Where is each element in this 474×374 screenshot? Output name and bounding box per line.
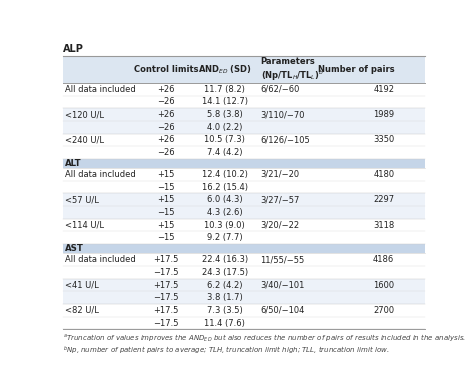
Text: −15: −15: [157, 208, 175, 217]
Text: Parameters
(Np/TL$_H$/TL$_L$)$^b$: Parameters (Np/TL$_H$/TL$_L$)$^b$: [261, 56, 323, 83]
Bar: [63, 206, 425, 219]
Text: 3/21/−20: 3/21/−20: [261, 170, 300, 179]
Text: 4192: 4192: [374, 85, 394, 94]
Text: −26: −26: [157, 123, 175, 132]
Text: <57 U/L: <57 U/L: [65, 195, 99, 204]
Text: <240 U/L: <240 U/L: [65, 135, 104, 144]
Bar: [63, 121, 425, 134]
Text: +17.5: +17.5: [154, 255, 179, 264]
Text: 7.4 (4.2): 7.4 (4.2): [207, 148, 243, 157]
Bar: [63, 134, 425, 146]
Text: 6/62/−60: 6/62/−60: [261, 85, 300, 94]
Text: 3/40/−101: 3/40/−101: [261, 280, 305, 289]
Text: −17.5: −17.5: [153, 268, 179, 277]
Text: 4.3 (2.6): 4.3 (2.6): [207, 208, 243, 217]
Bar: [63, 159, 425, 168]
Bar: [63, 219, 425, 232]
Bar: [63, 56, 425, 83]
Text: $^a$Truncation of values improves the AND$_{ED}$ but also reduces the number of : $^a$Truncation of values improves the AN…: [63, 333, 466, 344]
Text: 6/126/−105: 6/126/−105: [261, 135, 310, 144]
Text: 1989: 1989: [373, 110, 394, 119]
Text: <120 U/L: <120 U/L: [65, 110, 104, 119]
Text: 24.3 (17.5): 24.3 (17.5): [202, 268, 248, 277]
Text: All data included: All data included: [65, 255, 136, 264]
Text: AND$_{ED}$ (SD): AND$_{ED}$ (SD): [198, 64, 252, 76]
Bar: [63, 253, 425, 266]
Text: Number of pairs: Number of pairs: [318, 65, 394, 74]
Text: −17.5: −17.5: [153, 293, 179, 302]
Text: 2700: 2700: [373, 306, 394, 315]
Text: 5.8 (3.8): 5.8 (3.8): [207, 110, 243, 119]
Text: +26: +26: [157, 85, 175, 94]
Bar: [63, 279, 425, 291]
Text: All data included: All data included: [65, 170, 136, 179]
Text: +26: +26: [157, 135, 175, 144]
Text: −15: −15: [157, 183, 175, 191]
Bar: [63, 168, 425, 181]
Bar: [63, 232, 425, 244]
Bar: [63, 146, 425, 159]
Text: 6/50/−104: 6/50/−104: [261, 306, 305, 315]
Text: 3/27/−57: 3/27/−57: [261, 195, 300, 204]
Bar: [63, 193, 425, 206]
Bar: [63, 96, 425, 108]
Bar: [63, 108, 425, 121]
Text: All data included: All data included: [65, 85, 136, 94]
Text: <82 U/L: <82 U/L: [65, 306, 99, 315]
Text: −26: −26: [157, 148, 175, 157]
Text: 11.4 (7.6): 11.4 (7.6): [204, 319, 245, 328]
Text: +17.5: +17.5: [154, 280, 179, 289]
Bar: [63, 291, 425, 304]
Text: <114 U/L: <114 U/L: [65, 221, 104, 230]
Text: 1600: 1600: [373, 280, 394, 289]
Text: 2297: 2297: [373, 195, 394, 204]
Text: 3/20/−22: 3/20/−22: [261, 221, 300, 230]
Text: ALT: ALT: [65, 159, 82, 168]
Text: 6.0 (4.3): 6.0 (4.3): [207, 195, 243, 204]
Bar: [63, 266, 425, 279]
Bar: [63, 304, 425, 317]
Text: 3/110/−70: 3/110/−70: [261, 110, 305, 119]
Text: −26: −26: [157, 97, 175, 106]
Text: +15: +15: [157, 170, 175, 179]
Text: 4.0 (2.2): 4.0 (2.2): [207, 123, 243, 132]
Text: 3350: 3350: [373, 135, 394, 144]
Text: +15: +15: [157, 195, 175, 204]
Text: $^b$Np, number of patient pairs to average; TLH, truncation limit high; TLL, tru: $^b$Np, number of patient pairs to avera…: [63, 345, 389, 357]
Text: 12.4 (10.2): 12.4 (10.2): [202, 170, 248, 179]
Text: 7.3 (3.5): 7.3 (3.5): [207, 306, 243, 315]
Bar: [63, 181, 425, 193]
Text: 10.3 (9.0): 10.3 (9.0): [204, 221, 245, 230]
Text: AST: AST: [65, 244, 84, 253]
Bar: [63, 244, 425, 253]
Text: 14.1 (12.7): 14.1 (12.7): [202, 97, 248, 106]
Text: Control limits: Control limits: [134, 65, 198, 74]
Text: +26: +26: [157, 110, 175, 119]
Text: 9.2 (7.7): 9.2 (7.7): [207, 233, 243, 242]
Text: +17.5: +17.5: [154, 306, 179, 315]
Text: +15: +15: [157, 221, 175, 230]
Text: 3.8 (1.7): 3.8 (1.7): [207, 293, 243, 302]
Text: ALP: ALP: [63, 43, 84, 53]
Text: 4186: 4186: [373, 255, 394, 264]
Text: 6.2 (4.2): 6.2 (4.2): [207, 280, 243, 289]
Text: 22.4 (16.3): 22.4 (16.3): [202, 255, 248, 264]
Text: 11.7 (8.2): 11.7 (8.2): [204, 85, 245, 94]
Text: 4180: 4180: [373, 170, 394, 179]
Text: 3118: 3118: [373, 221, 394, 230]
Text: 16.2 (15.4): 16.2 (15.4): [202, 183, 248, 191]
Bar: [63, 83, 425, 96]
Text: <41 U/L: <41 U/L: [65, 280, 99, 289]
Text: −15: −15: [157, 233, 175, 242]
Text: 11/55/−55: 11/55/−55: [261, 255, 305, 264]
Bar: [63, 317, 425, 329]
Text: −17.5: −17.5: [153, 319, 179, 328]
Text: 10.5 (7.3): 10.5 (7.3): [204, 135, 245, 144]
